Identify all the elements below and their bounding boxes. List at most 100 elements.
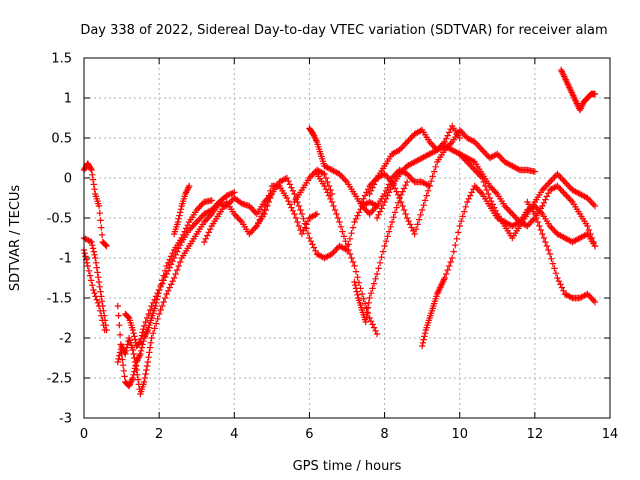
- data-point-track-e: [146, 349, 153, 356]
- grid-layer: [84, 58, 610, 418]
- data-point-track-l: [339, 228, 346, 235]
- data-point-track-q: [567, 197, 575, 204]
- data-point-track-r: [465, 195, 472, 202]
- data-point-track-a: [96, 210, 103, 217]
- data-point-track-t: [542, 238, 549, 246]
- data-point-track-a: [98, 231, 106, 238]
- data-point-track-f: [139, 329, 146, 336]
- y-tick-label: -0.5: [47, 212, 72, 227]
- data-point-track-a: [90, 181, 97, 188]
- data-point-track-o: [403, 214, 411, 222]
- data-point-track-n: [402, 182, 409, 189]
- data-point-track-f: [136, 339, 143, 346]
- data-point-track-n: [363, 314, 370, 321]
- data-point-track-l: [337, 223, 345, 230]
- data-point-track-q: [528, 218, 536, 225]
- data-point-track-r: [444, 266, 451, 274]
- data-point-track-e: [173, 266, 181, 274]
- data-point-track-n: [364, 304, 372, 311]
- data-point-track-b: [95, 274, 102, 281]
- data-point-track-j: [319, 170, 327, 177]
- data-point-track-d: [195, 205, 202, 212]
- data-point-track-h: [237, 217, 244, 224]
- data-point-track-c: [95, 302, 103, 310]
- data-point-track-q: [387, 186, 394, 193]
- data-point-track-f: [173, 248, 181, 255]
- data-point-track-f: [131, 336, 139, 343]
- x-tick-label: 4: [230, 427, 238, 442]
- data-point-track-o: [382, 172, 390, 179]
- data-point-track-f: [229, 189, 236, 197]
- data-point-track-t: [537, 226, 545, 234]
- data-point-track-r: [456, 222, 463, 230]
- data-point-track-h: [267, 187, 274, 194]
- data-point-track-o: [400, 206, 408, 214]
- data-point-track-h: [289, 207, 297, 214]
- data-point-track-q: [384, 192, 391, 199]
- data-point-track-d: [114, 302, 122, 310]
- data-point-track-t: [545, 246, 552, 254]
- data-point-track-n: [388, 218, 396, 226]
- data-point-track-j: [324, 178, 331, 186]
- data-point-track-f: [138, 332, 146, 339]
- data-point-track-f: [192, 220, 199, 227]
- data-point-track-o: [427, 178, 435, 185]
- data-point-track-t: [555, 278, 563, 285]
- data-point-track-r: [471, 182, 478, 190]
- data-point-track-m: [345, 241, 352, 248]
- data-point-track-g: [175, 215, 182, 222]
- data-point-track-m: [382, 187, 390, 194]
- data-point-track-f: [142, 318, 149, 326]
- data-point-track-r: [515, 219, 522, 226]
- data-point-track-r: [420, 336, 427, 343]
- data-point-track-f: [226, 191, 233, 198]
- data-point-track-o: [423, 192, 430, 199]
- data-point-track-s: [545, 180, 552, 187]
- chart-title: Day 338 of 2022, Sidereal Day-to-day VTE…: [80, 23, 607, 38]
- data-point-track-c: [81, 250, 88, 257]
- data-point-track-o: [405, 218, 412, 225]
- data-point-track-t: [534, 218, 542, 226]
- data-point-track-h: [204, 232, 211, 239]
- data-point-track-f: [198, 214, 205, 221]
- data-point-track-l: [321, 182, 328, 190]
- data-point-track-c: [89, 282, 96, 289]
- data-point-track-d: [181, 228, 188, 235]
- data-point-track-t: [567, 294, 575, 301]
- data-point-track-o: [393, 188, 400, 195]
- y-axis-label: SDTVAR / TECUs: [8, 185, 23, 292]
- data-point-track-f: [190, 222, 197, 229]
- data-point-track-h: [288, 204, 295, 211]
- data-point-track-l: [346, 250, 354, 258]
- data-point-track-o: [424, 187, 432, 194]
- y-tick-label: -1.5: [47, 292, 72, 307]
- data-point-track-r: [467, 192, 474, 199]
- data-point-track-c: [83, 259, 91, 266]
- data-point-track-h: [250, 226, 258, 233]
- data-point-track-s: [470, 165, 477, 172]
- data-point-track-l: [322, 186, 330, 193]
- data-point-track-b: [88, 238, 95, 246]
- data-point-track-m: [348, 230, 355, 237]
- data-point-track-e: [133, 366, 140, 374]
- data-point-track-f: [211, 203, 218, 210]
- data-point-track-l: [336, 218, 343, 226]
- data-point-track-q: [540, 199, 548, 206]
- data-point-track-d: [116, 331, 124, 338]
- data-point-track-o: [360, 195, 367, 202]
- data-point-track-h: [291, 210, 298, 218]
- data-point-track-o: [396, 194, 403, 202]
- data-point-track-d: [120, 367, 128, 374]
- data-point-track-p: [445, 129, 453, 136]
- data-point-track-q: [525, 221, 533, 228]
- data-point-track-i: [298, 210, 306, 218]
- data-point-track-o: [458, 128, 465, 135]
- data-point-track-c: [93, 296, 100, 303]
- data-point-track-e: [116, 352, 123, 359]
- y-tick-label: -1: [59, 252, 72, 267]
- data-point-track-o: [408, 224, 415, 231]
- data-point-track-i: [297, 206, 304, 214]
- data-point-track-r: [459, 213, 466, 220]
- data-point-track-r: [421, 330, 429, 337]
- data-point-track-t: [585, 292, 593, 299]
